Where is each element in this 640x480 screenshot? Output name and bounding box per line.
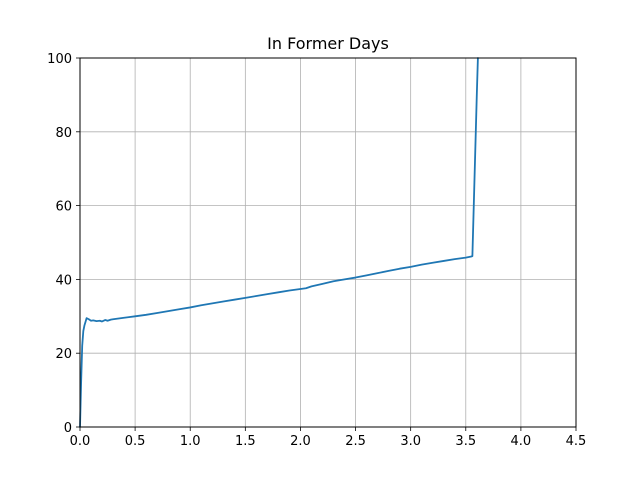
plot-frame — [79, 57, 577, 428]
series-line — [79, 57, 479, 428]
y-tick-label: 0 — [64, 421, 72, 436]
x-tick-label: 4.5 — [566, 434, 587, 449]
y-tick-label: 80 — [55, 126, 72, 141]
x-tick-label: 0.0 — [70, 434, 91, 449]
y-tick-label: 60 — [55, 200, 72, 215]
x-tick-label: 4.0 — [511, 434, 532, 449]
x-tick-label: 1.0 — [180, 434, 201, 449]
y-tick-label: 20 — [55, 347, 72, 362]
y-tick-label: 40 — [55, 273, 72, 288]
x-tick-label: 0.5 — [125, 434, 146, 449]
plot-series — [79, 57, 479, 428]
x-tick-label: 1.5 — [235, 434, 256, 449]
x-tick-label: 2.0 — [290, 434, 311, 449]
y-tick-label: 100 — [47, 52, 72, 67]
x-tick-label: 3.0 — [400, 434, 421, 449]
tick-labels: 0.0 0.5 1.0 1.5 2.0 2.5 3.0 3.5 4.0 4.5 0 20 40 60 80 1… — [47, 52, 586, 449]
axis-ticks — [76, 57, 577, 431]
x-tick-label: 3.5 — [455, 434, 476, 449]
chart-title: In Former Days — [267, 34, 389, 53]
x-tick-label: 2.5 — [345, 434, 366, 449]
